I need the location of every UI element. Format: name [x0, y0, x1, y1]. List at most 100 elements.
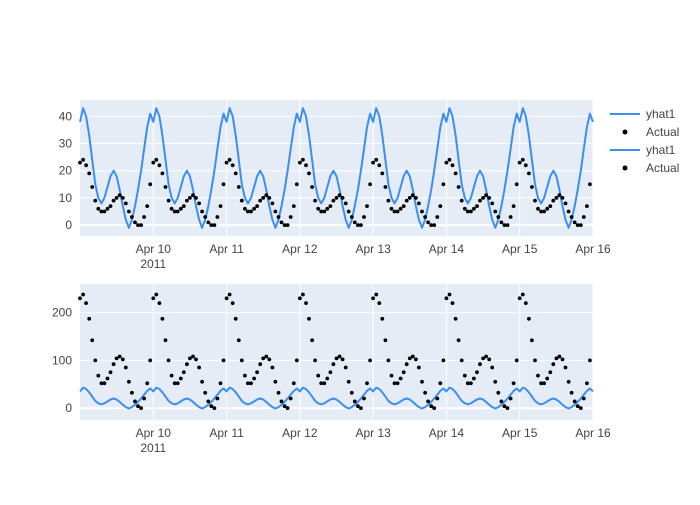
- actual-point: [462, 206, 467, 211]
- actual-point: [407, 356, 412, 361]
- actual-point: [246, 381, 250, 386]
- legend-item-yhat1[interactable]: yhat1: [610, 143, 676, 157]
- actual-point: [389, 373, 394, 378]
- actual-point: [465, 381, 470, 386]
- y-tick-label: 20: [59, 164, 73, 178]
- actual-point: [215, 215, 220, 219]
- actual-point: [218, 381, 223, 386]
- actual-point: [185, 362, 189, 367]
- actual-point: [151, 296, 156, 301]
- actual-point: [181, 370, 186, 375]
- bottom-panel: 0 100 200 Apr 10 Apr 11 Apr 12 Apr 13 Apr 14 Apr…: [52, 284, 611, 455]
- actual-point: [493, 379, 498, 384]
- legend[interactable]: yhat1 Actual yhat1 Actual: [610, 107, 679, 175]
- actual-point: [499, 399, 504, 404]
- actual-point: [215, 396, 220, 401]
- actual-point: [185, 198, 189, 203]
- actual-point: [487, 196, 492, 200]
- actual-point: [365, 381, 369, 386]
- actual-point: [142, 396, 147, 401]
- x-tick-label: Apr 10: [136, 242, 172, 256]
- actual-point: [233, 171, 238, 176]
- actual-point: [136, 404, 140, 409]
- actual-point: [441, 358, 446, 363]
- actual-point: [469, 381, 473, 386]
- actual-point: [301, 157, 305, 162]
- actual-point: [157, 163, 162, 168]
- actual-point: [560, 357, 565, 362]
- actual-point: [316, 206, 321, 211]
- actual-point: [142, 215, 147, 219]
- actual-point: [87, 171, 92, 176]
- actual-point: [426, 220, 430, 225]
- actual-point: [123, 201, 128, 206]
- actual-point: [423, 215, 427, 219]
- legend-item-actual[interactable]: Actual: [622, 125, 680, 139]
- actual-point: [270, 365, 275, 370]
- actual-point: [441, 182, 446, 187]
- actual-point: [139, 406, 144, 410]
- actual-point: [407, 196, 412, 200]
- actual-point: [469, 209, 473, 214]
- x-tick-label: Apr 12: [282, 426, 318, 440]
- actual-point: [206, 220, 211, 225]
- actual-point: [557, 193, 562, 198]
- actual-point: [569, 390, 574, 395]
- actual-point: [304, 163, 308, 168]
- actual-point: [322, 381, 327, 386]
- actual-point: [96, 373, 101, 378]
- actual-point: [81, 292, 85, 297]
- actual-point: [114, 356, 119, 361]
- actual-point: [169, 206, 174, 211]
- actual-point: [585, 204, 589, 209]
- actual-point: [502, 404, 507, 409]
- actual-point: [108, 204, 113, 209]
- actual-point: [264, 354, 269, 359]
- actual-point: [472, 206, 476, 211]
- actual-point: [218, 204, 223, 209]
- actual-point: [340, 357, 345, 362]
- actual-point: [154, 157, 159, 162]
- actual-point: [392, 209, 397, 214]
- actual-point: [572, 399, 577, 404]
- actual-point: [462, 373, 467, 378]
- legend-item-actual[interactable]: Actual: [622, 161, 680, 175]
- actual-point: [243, 373, 247, 378]
- actual-point: [325, 376, 330, 381]
- actual-point: [285, 223, 290, 228]
- actual-point: [545, 376, 550, 381]
- actual-point: [114, 196, 119, 200]
- actual-point: [221, 182, 226, 187]
- actual-point: [551, 198, 556, 203]
- actual-point: [310, 185, 314, 189]
- actual-point: [420, 209, 424, 214]
- legend-item-yhat1[interactable]: yhat1: [610, 107, 676, 121]
- actual-point: [194, 196, 198, 200]
- actual-point: [530, 185, 534, 189]
- actual-point: [514, 182, 519, 187]
- actual-point: [246, 209, 250, 214]
- actual-point: [117, 193, 122, 198]
- actual-point: [459, 358, 464, 363]
- actual-point: [90, 185, 95, 189]
- actual-point: [160, 316, 165, 321]
- actual-point: [325, 206, 330, 211]
- actual-point: [496, 215, 501, 219]
- x-tick-label: Apr 11: [209, 242, 244, 256]
- actual-point: [239, 198, 244, 203]
- actual-point: [279, 399, 284, 404]
- actual-point: [542, 209, 546, 214]
- y-tick-label: 100: [52, 353, 72, 367]
- actual-point: [362, 215, 366, 219]
- actual-point: [377, 163, 382, 168]
- actual-point: [343, 365, 348, 370]
- actual-point: [243, 206, 247, 211]
- actual-point: [191, 193, 195, 198]
- actual-point: [197, 365, 202, 370]
- actual-point: [410, 193, 415, 198]
- actual-point: [481, 356, 485, 361]
- actual-point: [557, 354, 562, 359]
- actual-point: [264, 193, 269, 198]
- actual-point: [392, 381, 397, 386]
- actual-point: [178, 376, 183, 381]
